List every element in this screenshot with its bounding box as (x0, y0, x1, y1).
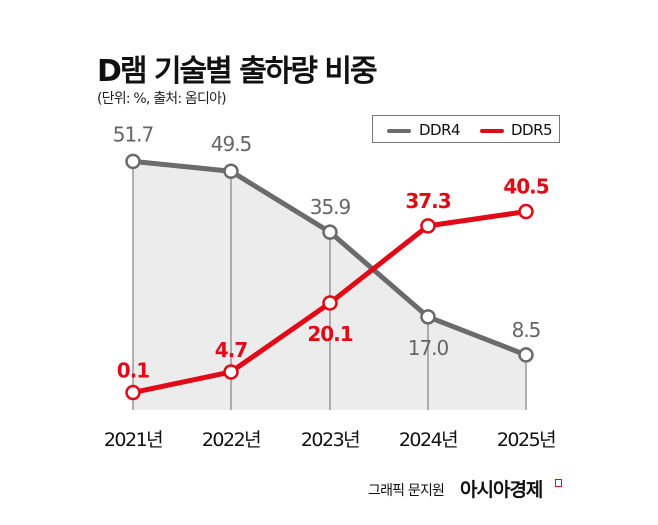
ddr5-point-2024년 (420, 218, 436, 234)
ddr4-point-2025년 (518, 347, 534, 363)
brand-mark-icon (555, 479, 562, 487)
ddr5-point-2023년 (322, 295, 338, 311)
data-labels-layer: 51.7 49.5 35.9 17.0 8.5 0.1 4.7 20.1 37.3 40.5 (113, 122, 550, 383)
ddr4-data-label-2022년: 49.5 (211, 132, 252, 156)
ddr4-data-label-2021년: 51.7 (113, 122, 154, 146)
legend-swatch-ddr4 (387, 129, 411, 133)
ddr5-data-label-2022년: 4.7 (215, 338, 248, 362)
ddr4-data-label-2024년: 17.0 (408, 336, 449, 360)
x-tick-label-2025년: 2025년 (497, 429, 555, 451)
graphic-credit: 그래픽 문지원 (368, 483, 445, 499)
ddr4-point-2022년 (223, 163, 239, 179)
legend-swatch-ddr5 (480, 129, 504, 133)
x-tick-label-2021년: 2021년 (104, 429, 162, 451)
ddr5-data-label-2024년: 37.3 (405, 189, 450, 213)
points-layer (125, 153, 534, 401)
legend-label-ddr4: DDR4 (419, 121, 461, 139)
x-tick-label-2024년: 2024년 (399, 429, 457, 451)
ddr4-point-2024년 (420, 309, 436, 325)
x-tick-label-2022년: 2022년 (202, 429, 260, 451)
chart-title: D램 기술별 출하량 비중 (97, 54, 378, 89)
chart-subtitle: (단위: %, 출처: 옴디아) (97, 91, 227, 107)
x-tick-labels-layer: 2021년 2022년 2023년 2024년 2025년 (104, 429, 557, 451)
legend-label-ddr5: DDR5 (511, 121, 553, 139)
ddr4-data-label-2025년: 8.5 (512, 318, 541, 342)
ddr4-point-2023년 (322, 224, 338, 240)
legend: DDR4 DDR5 (372, 115, 560, 143)
ddr4-point-2021년 (125, 153, 141, 170)
ddr5-point-2025년 (518, 203, 534, 220)
brand-logo-text: 아시아경제 (460, 479, 543, 501)
x-tick-label-2023년: 2023년 (301, 429, 359, 451)
ddr5-data-label-2023년: 20.1 (307, 322, 352, 346)
ddr5-data-label-2025년: 40.5 (503, 175, 548, 199)
ddr5-point-2021년 (125, 384, 141, 401)
ddr5-data-label-2021년: 0.1 (117, 359, 150, 383)
ddr5-point-2022년 (223, 364, 239, 380)
ddr4-data-label-2023년: 35.9 (310, 195, 351, 219)
